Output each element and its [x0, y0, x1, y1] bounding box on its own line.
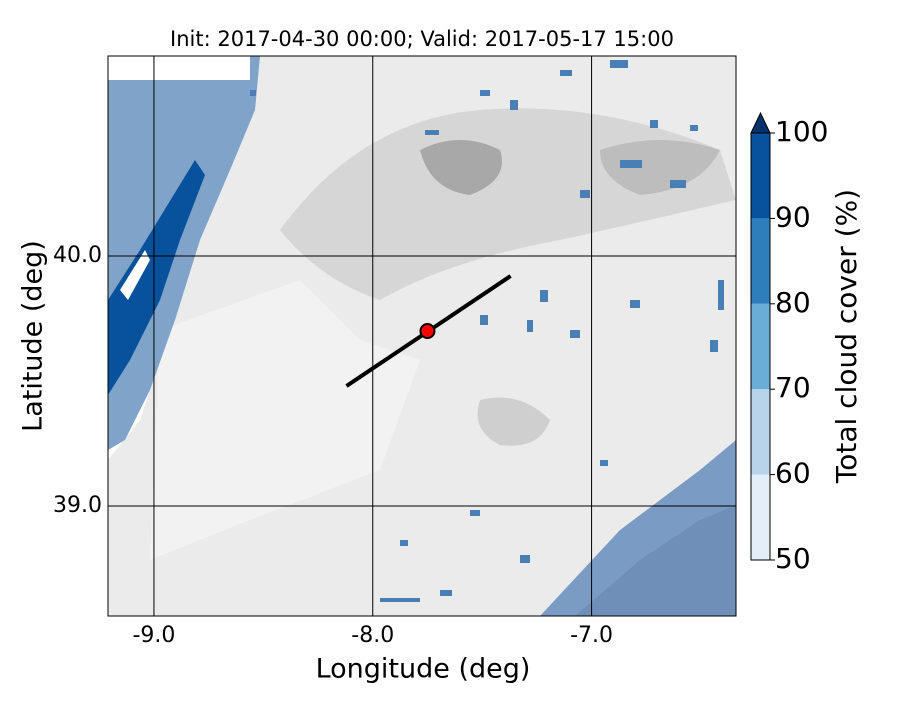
y-axis-label: Latitude (deg) [18, 240, 49, 432]
colorbar-label: Total cloud cover (%) [830, 189, 863, 484]
colorbar-segment [751, 474, 770, 560]
colorbar-tick-label: 80 [775, 286, 811, 319]
colorbar-segment [751, 303, 770, 390]
colorbar-tick-label: 90 [775, 200, 811, 233]
x-axis-label: Longitude (deg) [316, 654, 531, 685]
chart-title: Init: 2017-04-30 00:00; Valid: 2017-05-1… [170, 27, 674, 51]
map-frame [107, 55, 737, 617]
colorbar-segment [751, 218, 770, 304]
colorbar-segment [751, 133, 770, 219]
x-tick-label: -9.0 [132, 623, 175, 648]
colorbar-segment [751, 389, 770, 475]
x-tick-label: -7.0 [570, 623, 613, 648]
x-tick-label: -8.0 [351, 623, 394, 648]
colorbar-extend [750, 111, 771, 134]
location-point [419, 323, 436, 339]
colorbar-tick-label: 100 [775, 115, 828, 148]
y-tick-label: 40.0 [53, 243, 102, 268]
colorbar-tick-label: 60 [775, 457, 811, 490]
colorbar-tick-label: 50 [775, 542, 811, 575]
colorbar-frame [750, 132, 771, 561]
y-tick-label: 39.0 [53, 493, 102, 518]
colorbar-tick-label: 70 [775, 371, 811, 404]
map-background [108, 56, 736, 616]
